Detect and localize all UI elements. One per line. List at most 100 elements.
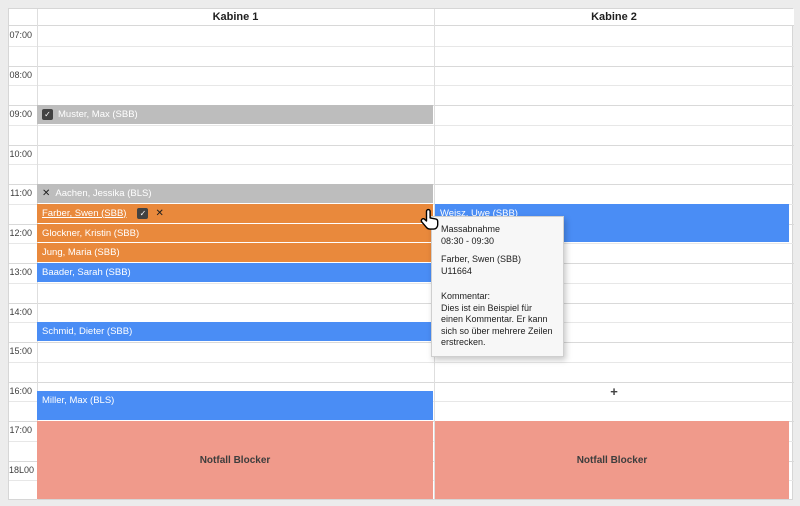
empty-slot[interactable] (434, 26, 794, 46)
event-block[interactable]: Baader, Sarah (SBB) (37, 263, 433, 282)
event-label: Aachen, Jessika (BLS) (55, 188, 152, 199)
time-label: 18L00 (9, 464, 35, 475)
empty-slot[interactable] (434, 184, 794, 204)
empty-slot[interactable] (434, 361, 794, 382)
event-label: Weisz, Uwe (SBB) (440, 207, 518, 219)
time-gutter-corner (9, 9, 37, 26)
event-block[interactable]: Jung, Maria (SBB) (37, 243, 433, 262)
tooltip-time-range: 08:30 - 09:30 (441, 235, 495, 246)
empty-slot[interactable] (434, 302, 794, 323)
time-gutter-cell (9, 342, 37, 362)
empty-slot[interactable] (37, 342, 434, 362)
time-gutter-cell (9, 203, 37, 224)
time-gutter-cell (9, 322, 37, 342)
empty-slot[interactable] (37, 65, 434, 86)
time-label: 17:00 (9, 425, 32, 435)
time-label: 15:00 (9, 346, 32, 356)
empty-slot[interactable] (434, 381, 794, 402)
time-label: 11:00 (10, 188, 32, 198)
empty-slot[interactable] (434, 401, 794, 421)
event-label: Notfall Blocker (576, 454, 648, 466)
empty-slot[interactable] (434, 45, 794, 66)
event-block[interactable]: ✓ Muster, Max (SBB) (37, 105, 433, 124)
event-block[interactable]: Farber, Swen (SBB) ✓ ✕ (37, 203, 433, 223)
empty-slot[interactable] (434, 164, 794, 184)
tooltip-comment-text: Dies ist ein Beispiel für einen Kommenta… (441, 302, 553, 348)
add-appointment-indicator[interactable]: + (610, 383, 618, 399)
time-gutter-cell (9, 282, 37, 303)
time-label: 12:00 (9, 227, 32, 238)
time-gutter-cell (9, 164, 37, 184)
time-gutter-cell (9, 263, 37, 283)
time-gutter-cell (9, 302, 37, 323)
time-label: 07:00 (9, 30, 32, 40)
checkbox-checked-icon[interactable]: ✓ (42, 109, 53, 120)
empty-slot[interactable] (37, 144, 434, 165)
event-label: Muster, Max (SBB) (58, 109, 138, 120)
empty-slot[interactable] (434, 105, 794, 125)
empty-slot[interactable] (37, 361, 434, 382)
event-block[interactable]: Notfall Blocker (435, 421, 789, 499)
time-gutter-cell (9, 184, 37, 204)
time-gutter-cell (9, 401, 37, 421)
time-gutter-cell (9, 144, 37, 165)
time-gutter-cell (9, 421, 37, 441)
empty-slot[interactable] (434, 342, 794, 362)
event-label: Notfall Blocker (199, 454, 271, 466)
event-label: Farber, Swen (SBB) (42, 207, 127, 219)
time-gutter-cell (9, 105, 37, 125)
empty-slot[interactable] (434, 65, 794, 86)
column-header-kabine-1: Kabine 1 (37, 9, 434, 26)
event-label: Schmid, Dieter (SBB) (42, 326, 133, 338)
empty-slot[interactable] (37, 45, 434, 66)
empty-slot[interactable] (37, 26, 434, 46)
time-label: 13:00 (9, 267, 32, 277)
time-gutter-cell (9, 460, 37, 481)
empty-slot[interactable] (434, 243, 794, 263)
time-label: 08:00 (9, 69, 32, 80)
event-block[interactable]: Glockner, Kristin (SBB) (37, 223, 433, 243)
empty-slot[interactable] (434, 263, 794, 283)
event-label: Miller, Max (BLS) (42, 395, 115, 407)
time-label: 09:00 (9, 109, 32, 119)
time-gutter-cell (9, 480, 37, 500)
column-header-kabine-2: Kabine 2 (434, 9, 794, 26)
empty-slot[interactable] (434, 85, 794, 105)
event-label: Jung, Maria (SBB) (42, 247, 120, 259)
event-label: Baader, Sarah (SBB) (42, 267, 131, 278)
close-icon[interactable]: ✕ (42, 188, 51, 199)
time-gutter-cell (9, 223, 37, 244)
event-label: Glockner, Kristin (SBB) (42, 227, 140, 239)
empty-slot[interactable] (37, 302, 434, 323)
empty-slot[interactable] (37, 381, 434, 402)
empty-slot[interactable] (37, 282, 434, 303)
time-gutter-cell (9, 381, 37, 402)
empty-slot[interactable] (37, 124, 434, 145)
time-label: 14:00 (9, 306, 32, 317)
appointment-tooltip: Massabnahme 08:30 - 09:30 Farber, Swen (… (431, 216, 564, 357)
checkbox-checked-icon[interactable]: ✓ (137, 207, 149, 219)
empty-slot[interactable] (434, 282, 794, 303)
event-block[interactable]: ✕ Aachen, Jessika (BLS) (37, 184, 433, 203)
empty-slot[interactable] (434, 144, 794, 165)
empty-slot[interactable] (37, 85, 434, 105)
empty-slot[interactable] (434, 322, 794, 342)
event-block[interactable]: Notfall Blocker (37, 421, 433, 499)
tooltip-person: Farber, Swen (SBB) (441, 254, 522, 264)
tooltip-title: Massabnahme (441, 224, 501, 234)
time-gutter-cell (9, 124, 37, 145)
tooltip-comment-label: Kommentar: (441, 291, 491, 301)
event-block[interactable]: Schmid, Dieter (SBB) (37, 322, 433, 341)
empty-slot[interactable] (434, 124, 794, 145)
tooltip-reference: U11664 (441, 265, 472, 276)
scheduler: Kabine 1 Kabine 2 07:00 08:00 09:00 10:00 11… (8, 8, 794, 500)
time-label: 16:00 (9, 385, 32, 396)
time-gutter-cell (9, 65, 37, 86)
time-gutter-cell (9, 45, 37, 66)
time-gutter-cell (9, 85, 37, 105)
close-icon[interactable]: ✕ (155, 207, 164, 219)
time-label: 10:00 (9, 148, 32, 159)
empty-slot[interactable] (37, 164, 434, 184)
event-block[interactable]: Miller, Max (BLS) (37, 391, 433, 420)
time-gutter-cell (9, 361, 37, 382)
